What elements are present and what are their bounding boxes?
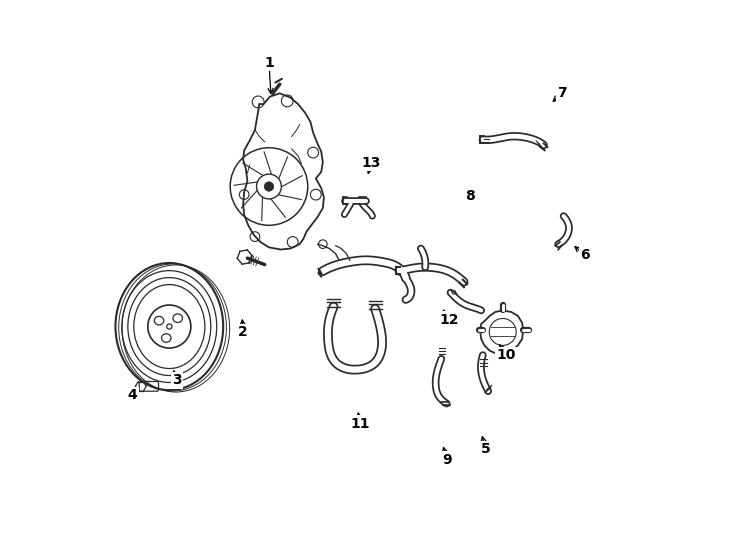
Circle shape (264, 182, 274, 191)
Text: 2: 2 (239, 325, 248, 339)
Text: 13: 13 (362, 157, 381, 170)
Text: 10: 10 (496, 348, 516, 362)
Text: 11: 11 (351, 416, 370, 430)
Text: 8: 8 (465, 188, 476, 202)
Text: 5: 5 (481, 442, 490, 456)
Text: 12: 12 (439, 313, 459, 327)
Text: 3: 3 (172, 374, 182, 387)
Text: 6: 6 (581, 248, 590, 262)
Text: 1: 1 (264, 56, 274, 70)
Text: 4: 4 (128, 388, 137, 402)
Text: 7: 7 (557, 86, 567, 100)
Text: 9: 9 (442, 453, 451, 467)
